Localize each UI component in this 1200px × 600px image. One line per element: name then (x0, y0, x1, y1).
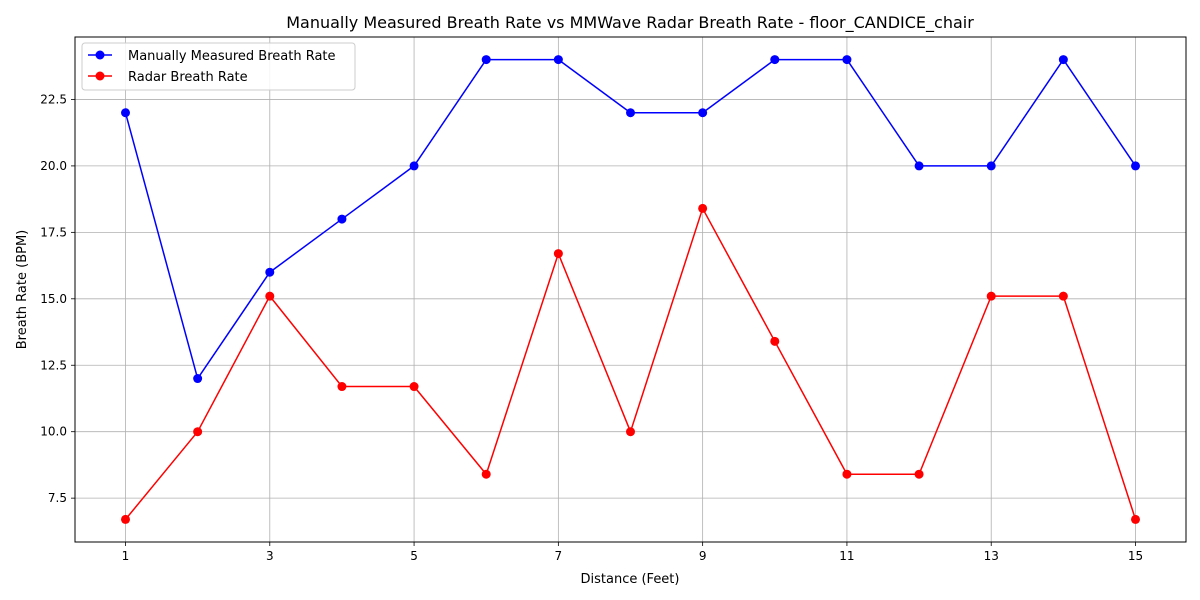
data-point-radar (409, 382, 419, 392)
data-point-radar (770, 336, 780, 346)
legend-label-radar: Radar Breath Rate (128, 70, 248, 85)
data-point-manual (626, 108, 635, 118)
grid (75, 37, 1186, 542)
plot-frame (74, 36, 1187, 543)
legend-label-manual: Manually Measured Breath Rate (128, 49, 336, 64)
x-tick-label: 13 (984, 549, 999, 563)
legend-item-radar: Radar Breath Rate (88, 70, 248, 85)
data-point-radar (698, 203, 708, 213)
y-tick-label: 7.5 (48, 491, 67, 505)
x-axis-label: Distance (Feet) (581, 572, 680, 587)
y-tick-label: 22.5 (40, 92, 67, 106)
x-tick-label: 3 (266, 549, 274, 563)
data-point-manual (337, 214, 347, 224)
y-tick-label: 10.0 (40, 425, 67, 439)
data-point-radar (265, 291, 275, 301)
data-point-manual (914, 161, 924, 171)
legend-frame (81, 42, 356, 91)
data-point-manual (409, 161, 419, 171)
data-point-radar (914, 469, 924, 479)
data-point-radar (481, 469, 491, 479)
data-point-manual (553, 55, 563, 65)
x-tick-label: 1 (122, 549, 130, 563)
data-point-radar (553, 249, 563, 259)
x-tick-label: 9 (699, 549, 707, 563)
legend-marker-manual (95, 50, 105, 60)
data-point-radar (986, 291, 996, 301)
y-tick-label: 17.5 (40, 225, 67, 239)
x-tick-label: 15 (1128, 549, 1143, 563)
y-axis-label: Breath Rate (BPM) (15, 230, 30, 349)
legend: Manually Measured Breath Rate Radar Brea… (81, 42, 356, 91)
series-line-radar (124, 207, 1137, 520)
data-point-radar (121, 514, 130, 524)
y-tick-label: 12.5 (40, 358, 67, 372)
ticks: 1 3 5 7 9 11 13 157.510.012.515.017.520.022.5 (40, 92, 1143, 563)
data-point-radar (1131, 514, 1140, 524)
data-point-radar (193, 427, 203, 437)
data-point-manual (121, 108, 130, 118)
legend-marker-radar (95, 71, 105, 81)
data-point-radar (1058, 291, 1068, 301)
x-tick-label: 11 (839, 549, 854, 563)
y-tick-label: 15.0 (40, 292, 67, 306)
data-point-manual (842, 55, 852, 65)
x-tick-label: 7 (555, 549, 563, 563)
data-point-manual (986, 161, 996, 171)
series-layer (121, 55, 1140, 524)
data-point-manual (1131, 161, 1140, 171)
chart-title: Manually Measured Breath Rate vs MMWave … (286, 13, 974, 33)
data-point-manual (265, 267, 275, 277)
data-point-radar (626, 427, 635, 437)
x-tick-label: 5 (410, 549, 418, 563)
data-point-manual (698, 108, 708, 118)
data-point-manual (481, 55, 491, 65)
data-point-manual (1058, 55, 1068, 65)
data-point-radar (842, 469, 852, 479)
data-point-manual (193, 374, 203, 384)
data-point-radar (337, 382, 347, 392)
series-line-manual (124, 58, 1137, 380)
data-point-manual (770, 55, 780, 65)
legend-item-manual: Manually Measured Breath Rate (88, 49, 336, 64)
y-tick-label: 20.0 (40, 159, 67, 173)
